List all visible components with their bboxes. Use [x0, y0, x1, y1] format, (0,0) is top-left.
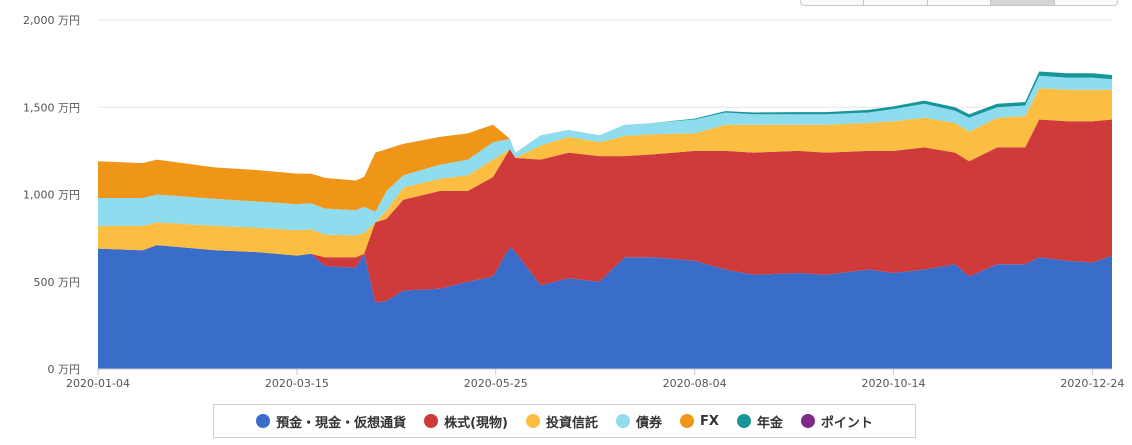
legend-item-funds[interactable]: 投資信託 [525, 412, 598, 431]
x-tick-label: 2020-05-25 [464, 377, 528, 390]
range-button[interactable] [801, 0, 865, 5]
legend-dot [800, 414, 815, 428]
legend-dot [680, 414, 694, 428]
y-tick-label: 1,500 万円 [23, 101, 80, 114]
legend-dot [615, 414, 630, 428]
range-button[interactable] [928, 0, 992, 5]
legend-label: FX [700, 413, 719, 429]
legend-dot [525, 414, 540, 428]
y-tick-label: 2,000 万円 [23, 14, 80, 27]
y-tick-label: 1,000 万円 [23, 189, 80, 202]
legend-item-points[interactable]: ポイント [800, 412, 873, 431]
legend-label: 預金・現金・仮想通貨 [276, 415, 407, 431]
legend-dot [256, 414, 271, 428]
area-series-0 [98, 245, 1112, 369]
range-button[interactable] [864, 0, 928, 5]
range-button[interactable] [1055, 0, 1117, 5]
legend-label: 年金 [756, 415, 783, 431]
area-series-2 [98, 88, 1112, 258]
legend-dot [424, 414, 439, 428]
legend-item-fx[interactable]: FX [680, 414, 719, 429]
legend-label: ポイント [820, 415, 873, 431]
x-tick-label: 2020-01-04 [66, 377, 130, 390]
x-tick-label: 2020-12-24 [1060, 377, 1124, 390]
range-selector [800, 0, 1118, 6]
y-tick-label: 500 万円 [34, 276, 81, 289]
y-tick-label: 0 万円 [48, 363, 81, 376]
legend-label: 債券 [635, 415, 662, 431]
legend-dot [736, 414, 751, 428]
legend-item-pension[interactable]: 年金 [736, 412, 783, 431]
legend-label: 株式(現物) [444, 415, 508, 431]
x-tick-label: 2020-10-14 [862, 377, 926, 390]
legend-item-bonds[interactable]: 債券 [615, 412, 662, 431]
legend-item-deposits[interactable]: 預金・現金・仮想通貨 [256, 412, 406, 431]
area-series-3 [98, 75, 1112, 236]
legend-label: 投資信託 [545, 415, 598, 431]
legend-item-stocks[interactable]: 株式(現物) [424, 412, 508, 431]
chart-legend: 預金・現金・仮想通貨 株式(現物) 投資信託 債券 FX 年金 ポイント [213, 404, 916, 438]
x-tick-label: 2020-08-04 [663, 377, 727, 390]
x-tick-label: 2020-03-15 [265, 377, 329, 390]
range-button-active[interactable] [991, 0, 1055, 5]
area-series-1 [98, 119, 1112, 303]
